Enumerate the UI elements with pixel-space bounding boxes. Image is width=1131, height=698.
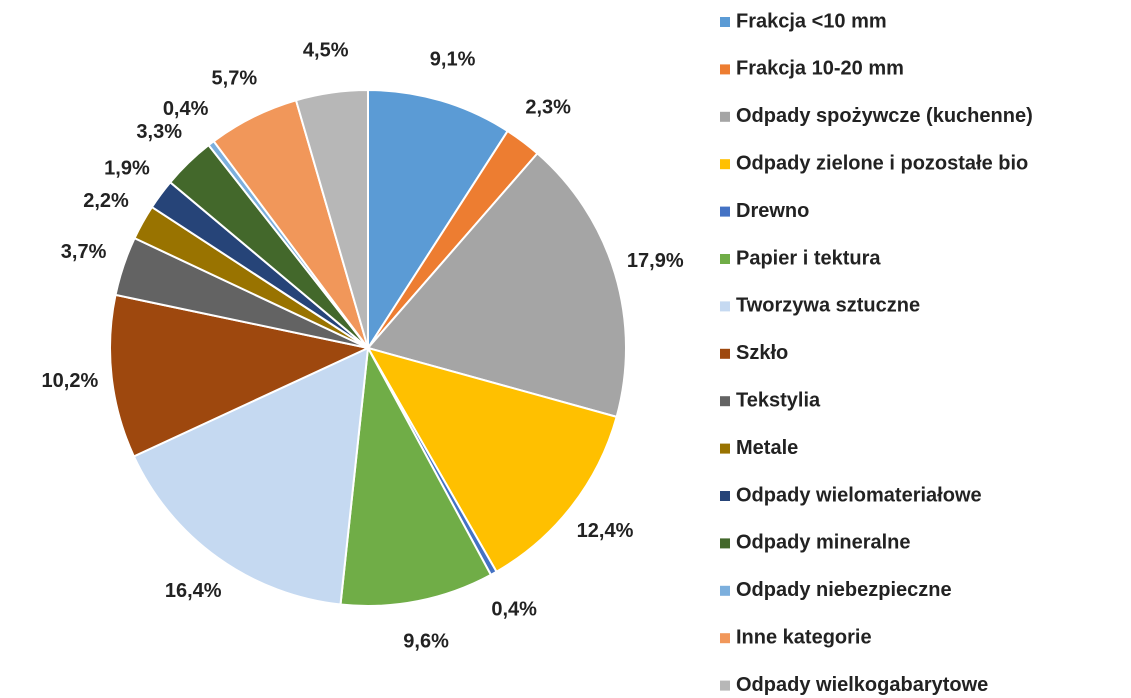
legend-swatch <box>720 64 730 75</box>
legend-swatch <box>720 538 730 549</box>
legend-swatch <box>720 159 730 170</box>
data-label: 2,2% <box>83 190 129 212</box>
legend-label: Szkło <box>736 342 788 364</box>
data-label: 12,4% <box>577 520 634 542</box>
legend-swatch <box>720 585 730 596</box>
legend-label: Tekstylia <box>736 389 821 411</box>
data-label: 3,3% <box>136 121 182 143</box>
legend-label: Papier i tektura <box>736 247 881 269</box>
legend-label: Frakcja 10-20 mm <box>736 58 904 80</box>
legend-label: Odpady wielkogabarytowe <box>736 674 988 696</box>
legend-swatch <box>720 443 730 454</box>
pie-slice <box>132 346 370 606</box>
legend-swatch <box>720 680 730 691</box>
pie-slice <box>339 344 493 607</box>
pie-slice <box>367 88 509 352</box>
data-label: 3,7% <box>61 241 107 263</box>
legend-swatch <box>720 17 730 27</box>
legend-label: Odpady mineralne <box>736 532 911 554</box>
legend-label: Odpady niebezpieczne <box>736 579 952 601</box>
data-label: 1,9% <box>104 158 150 180</box>
legend-swatch <box>720 491 730 501</box>
data-label: 0,4% <box>491 598 537 620</box>
data-label: 5,7% <box>212 68 258 90</box>
legend-swatch <box>720 301 730 312</box>
data-label: 17,9% <box>627 250 684 272</box>
data-label: 16,4% <box>165 580 222 602</box>
legend-swatch <box>720 254 730 264</box>
legend-swatch <box>720 348 730 359</box>
legend-label: Odpady spożywcze (kuchenne) <box>736 105 1033 127</box>
legend-label: Tworzywa sztuczne <box>736 295 920 317</box>
data-label: 4,5% <box>303 39 349 61</box>
data-label: 9,1% <box>430 48 476 70</box>
legend-label: Frakcja <10 mm <box>736 10 887 32</box>
legend-label: Odpady wielomateriałowe <box>736 484 982 506</box>
pie-slice <box>365 346 618 574</box>
pie-slice <box>366 151 627 419</box>
data-label: 2,3% <box>525 96 571 118</box>
legend-label: Inne kategorie <box>736 626 872 648</box>
legend-swatch <box>720 206 730 217</box>
data-label: 0,4% <box>163 98 209 120</box>
legend-label: Odpady zielone i pozostałe bio <box>736 152 1028 174</box>
legend-label: Drewno <box>736 200 809 222</box>
data-label: 9,6% <box>403 631 449 653</box>
data-label: 10,2% <box>42 370 99 392</box>
legend-swatch <box>720 111 730 122</box>
legend-swatch <box>720 633 730 644</box>
pie-slice <box>294 88 369 349</box>
legend-label: Metale <box>736 437 798 459</box>
legend-swatch <box>720 396 730 407</box>
